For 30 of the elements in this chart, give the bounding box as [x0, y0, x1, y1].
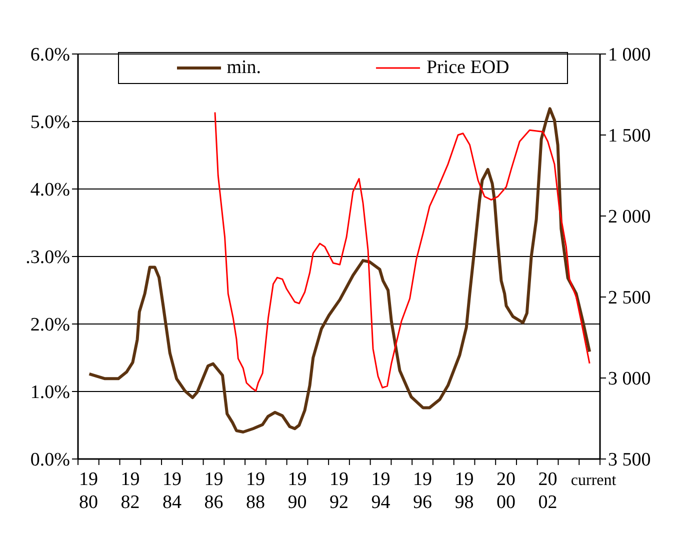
y-tick-label: 5.0%	[30, 112, 70, 134]
y2-tick-label: 1 000	[608, 44, 651, 66]
y2-tick-label: 1 500	[608, 126, 651, 147]
x-tick-label: 19 86	[204, 469, 224, 513]
line-series	[214, 112, 590, 392]
x-tick-label: 19 94	[371, 469, 391, 513]
y-tick-label: 0.0%	[30, 450, 70, 471]
y2-tick-label: 3 500	[608, 450, 651, 471]
x-tick-label: 19 84	[162, 469, 182, 513]
y-tick-label: 1.0%	[30, 382, 70, 404]
legend-label: Price EOD	[426, 57, 510, 79]
x-tick-label: 19 96	[413, 469, 432, 513]
x-tick-label: 19 92	[330, 469, 348, 513]
y2-tick-label: 2 500	[608, 288, 651, 309]
x-tick-label: 19 88	[246, 469, 265, 513]
x-tick-label: 20 02	[538, 469, 558, 513]
x-tick-label: 19 90	[288, 469, 307, 513]
y-tick-label: .3.0%	[26, 247, 70, 268]
legend-label: min.	[226, 57, 262, 79]
x-tick-label: 19 98	[454, 469, 474, 513]
x-tick-label: current	[570, 472, 617, 489]
x-tick-label: 19 82	[120, 469, 140, 513]
y-tick-label: 4.0%	[30, 180, 70, 201]
y-tick-label: 2.0%	[30, 314, 70, 336]
y2-tick-label: 2 000	[608, 206, 651, 228]
y2-tick-label: 3 000	[608, 368, 651, 390]
line-series	[88, 107, 592, 434]
x-tick-label: 19 80	[78, 469, 98, 513]
y-tick-label: 6.0%	[30, 44, 70, 66]
x-tick-label: 20 00	[496, 469, 516, 513]
